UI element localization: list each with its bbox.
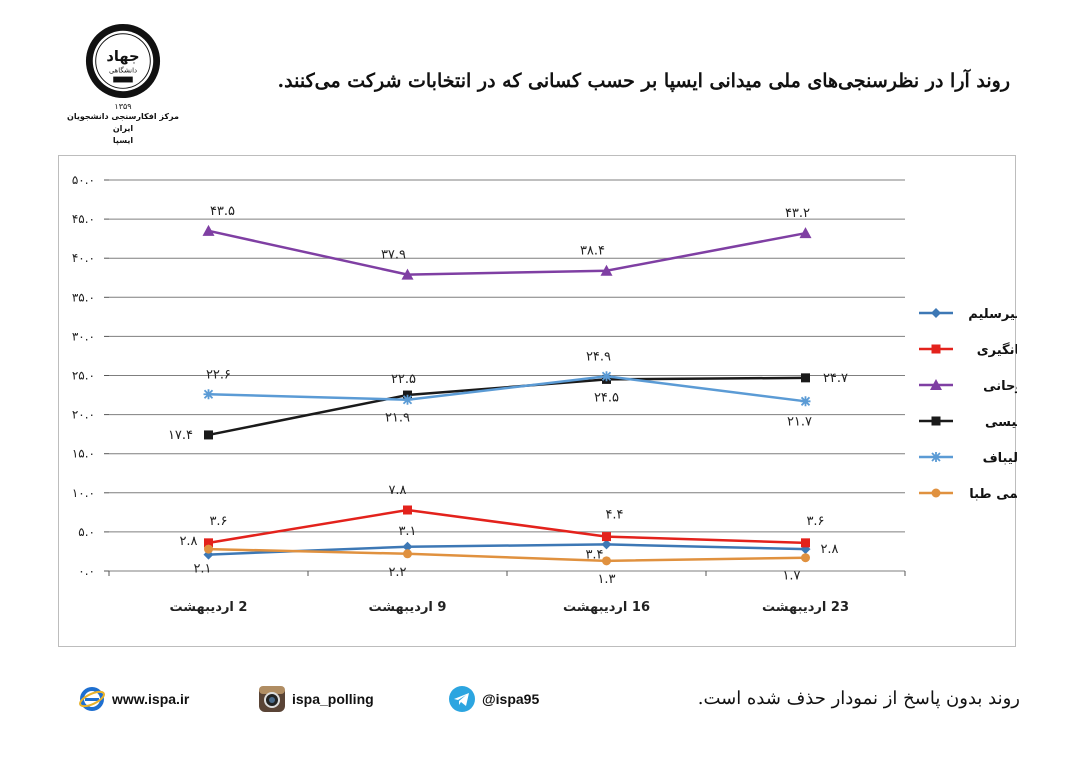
website-text: www.ispa.ir (112, 691, 190, 707)
data-label-jahangiri: ۳.۶ (209, 514, 227, 529)
data-label-rouhani: ۴۳.۲ (785, 206, 810, 221)
data-label-ghalibaf: ۲۱.۹ (385, 411, 410, 426)
legend-label-hashemitaba: هاشمی طبا (969, 487, 1017, 502)
data-label-rouhani: ۳۷.۹ (381, 248, 406, 263)
logo: جهاد دانشگاهی ۱۳۵۹ مرکز افکارسنجی دانشجو… (58, 22, 188, 147)
data-point-raisi (204, 430, 213, 440)
data-point-ghalibaf (402, 394, 413, 405)
legend-label-rouhani: روحانی (983, 379, 1017, 394)
data-label-raisi: ۱۷.۴ (168, 428, 193, 443)
series-line-raisi (208, 376, 806, 437)
data-label-hashemitaba: ۲.۲ (388, 565, 406, 580)
data-label-aghamirsalim: ۳.۱ (398, 524, 416, 539)
y-tick-label: ۴۰.۰ (72, 251, 95, 265)
data-point-hashemitaba (403, 549, 412, 559)
footnote: روند بدون پاسخ از نمودار حذف شده است. (697, 688, 1020, 709)
series-line-aghamirsalim (208, 543, 806, 556)
y-tick-label: ۴۵.۰ (72, 212, 95, 226)
chart-frame: ۰.۰ ۵.۰ ۱۰.۰ ۱۵.۰ ۲۰.۰ ۲۵.۰ ۳۰.۰ ۳۵.۰ ۴۰.۰ ۴۵.۰ ۵۰… (58, 155, 1017, 647)
legend-marker-aghamirsalim (931, 308, 941, 318)
logo-org-short: ایسپا (112, 136, 134, 145)
x-category-label: 23 اردیبهشت (762, 600, 849, 615)
series-line-ghalibaf (208, 375, 806, 403)
footer-website[interactable]: www.ispa.ir (78, 683, 189, 715)
y-tick-label: ۱۵.۰ (72, 447, 95, 461)
data-point-aghamirsalim (402, 541, 413, 552)
logo-org-name: مرکز افکارسنجی دانشجویان ایران (67, 112, 179, 133)
data-point-aghamirsalim (601, 539, 612, 550)
data-label-jahangiri: ۳.۶ (806, 514, 824, 529)
data-label-hashemitaba: ۱.۷ (782, 569, 800, 584)
data-label-ghalibaf: ۲۴.۹ (586, 349, 611, 364)
y-tick-label: ۰.۰ (78, 564, 95, 578)
data-point-jahangiri (602, 532, 611, 542)
data-point-ghalibaf (800, 396, 811, 407)
data-point-rouhani (401, 268, 414, 280)
data-label-aghamirsalim: ۲.۱ (193, 562, 211, 577)
data-label-ghalibaf: ۲۲.۶ (206, 367, 231, 382)
footer-telegram[interactable]: @ispa95 (448, 683, 539, 715)
data-point-raisi (801, 373, 810, 383)
data-point-ghalibaf (203, 389, 214, 400)
logo-year: ۱۳۵۹ (114, 102, 132, 111)
instagram-text: ispa_polling (292, 691, 374, 707)
chart-title: روند آرا در نظرسنجی‌های ملی میدانی ایسپا… (277, 70, 1010, 92)
y-tick-label: ۱۰.۰ (72, 486, 95, 500)
y-tick-label: ۲۵.۰ (72, 369, 95, 383)
data-label-ghalibaf: ۲۱.۷ (787, 414, 812, 429)
telegram-text: @ispa95 (482, 691, 540, 707)
y-tick-label: ۳۵.۰ (72, 290, 95, 304)
legend-label-aghamirsalim: آقا میرسلیم (968, 305, 1017, 322)
y-tick-label: ۵۰.۰ (72, 173, 95, 187)
y-tick-label: ۳۰.۰ (72, 329, 95, 343)
data-point-hashemitaba (602, 556, 611, 566)
data-point-rouhani (600, 264, 613, 276)
logo-seal-subtext: دانشگاهی (109, 66, 137, 75)
data-point-hashemitaba (204, 544, 213, 554)
legend-marker-rouhani (930, 379, 942, 390)
data-label-jahangiri: ۷.۸ (388, 483, 406, 498)
series-line-hashemitaba (208, 547, 806, 563)
data-point-jahangiri (403, 505, 412, 515)
series-line-rouhani (208, 229, 806, 276)
data-label-raisi: ۲۴.۵ (594, 390, 619, 405)
data-label-aghamirsalim: ۲.۸ (820, 542, 838, 557)
data-label-rouhani: ۳۸.۴ (580, 244, 605, 259)
data-label-hashemitaba: ۲.۸ (179, 534, 197, 549)
data-point-hashemitaba (801, 553, 810, 563)
legend-marker-ghalibaf (931, 452, 941, 462)
data-label-raisi: ۲۴.۷ (823, 371, 848, 386)
data-point-ghalibaf (601, 371, 612, 382)
jahad-seal-icon: جهاد دانشگاهی (85, 23, 161, 99)
x-category-label: 2 اردیبهشت (170, 600, 248, 615)
legend-label-ghalibaf: قالیباف (983, 451, 1017, 466)
data-point-rouhani (202, 224, 215, 236)
data-label-aghamirsalim: ۳.۴ (585, 547, 603, 562)
data-label-jahangiri: ۴.۴ (605, 508, 623, 523)
line-chart: ۰.۰ ۵.۰ ۱۰.۰ ۱۵.۰ ۲۰.۰ ۲۵.۰ ۳۰.۰ ۳۵.۰ ۴۰.۰ ۴۵.۰ ۵۰… (72, 173, 1017, 615)
legend-marker-jahangiri (931, 344, 941, 354)
logo-seal-text: جهاد (106, 48, 139, 65)
legend-label-raisi: رئیسی (985, 415, 1017, 430)
legend-marker-hashemitaba (931, 488, 941, 498)
legend-label-jahangiri: جهانگیری (977, 342, 1017, 358)
data-point-jahangiri (204, 538, 213, 548)
data-point-jahangiri (801, 538, 810, 548)
instagram-icon (259, 686, 285, 712)
y-tick-label: ۵.۰ (78, 525, 95, 539)
telegram-icon (449, 686, 475, 712)
data-point-rouhani (799, 227, 812, 239)
data-label-rouhani: ۴۳.۵ (210, 204, 235, 219)
series-line-jahangiri (208, 508, 806, 545)
y-tick-label: ۲۰.۰ (72, 408, 95, 422)
ie-browser-icon (79, 687, 105, 711)
x-category-label: 9 اردیبهشت (369, 600, 447, 615)
legend-marker-raisi (931, 416, 941, 426)
footer-instagram[interactable]: ispa_polling (258, 683, 374, 715)
data-label-raisi: ۲۲.۵ (391, 372, 416, 387)
x-category-label: 16 اردیبهشت (563, 600, 650, 615)
data-label-hashemitaba: ۱.۳ (597, 572, 615, 587)
